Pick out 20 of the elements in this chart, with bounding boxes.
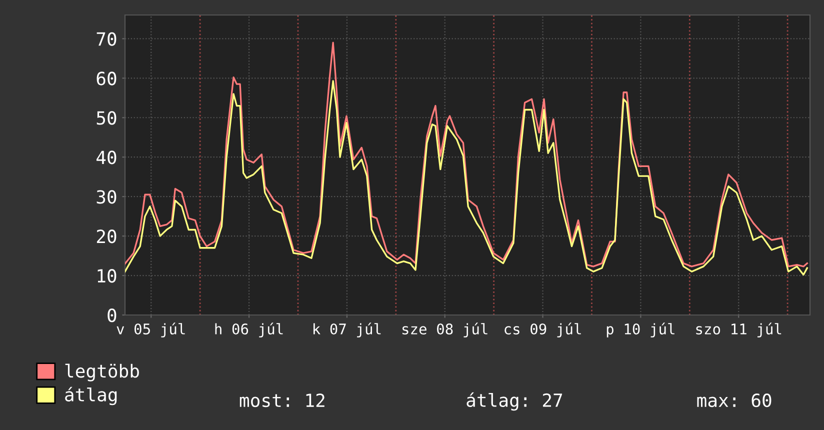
legend-label: átlag: [65, 386, 117, 406]
x-tick-label: k 07 júl: [314, 322, 381, 338]
text: most: 12: [240, 393, 324, 408]
x-tick-label: v 05 júl: [116, 322, 185, 338]
y-tick-label: 60: [96, 72, 116, 86]
y-tick-label: 70: [96, 32, 116, 46]
y-tick-label: 0: [108, 308, 116, 322]
x-tick-label: p 10 júl: [606, 322, 674, 338]
y-tick-label: 10: [98, 269, 116, 283]
x-tick-label: sze 08 júl: [402, 322, 488, 338]
y-tick-label: 50: [96, 111, 116, 125]
y-tick-label: 30: [96, 190, 116, 204]
legend-label: legtöbb: [65, 364, 139, 382]
x-tick-label: cs 09 júl: [504, 322, 581, 338]
y-tick-label: 40: [96, 150, 116, 164]
text: átlag: 27: [466, 392, 562, 411]
y-tick-label: 20: [96, 230, 116, 244]
x-tick-label: h 06 júl: [215, 322, 283, 338]
text: max: 60: [697, 393, 772, 408]
x-tick-label: szo 11 júl: [696, 322, 782, 338]
